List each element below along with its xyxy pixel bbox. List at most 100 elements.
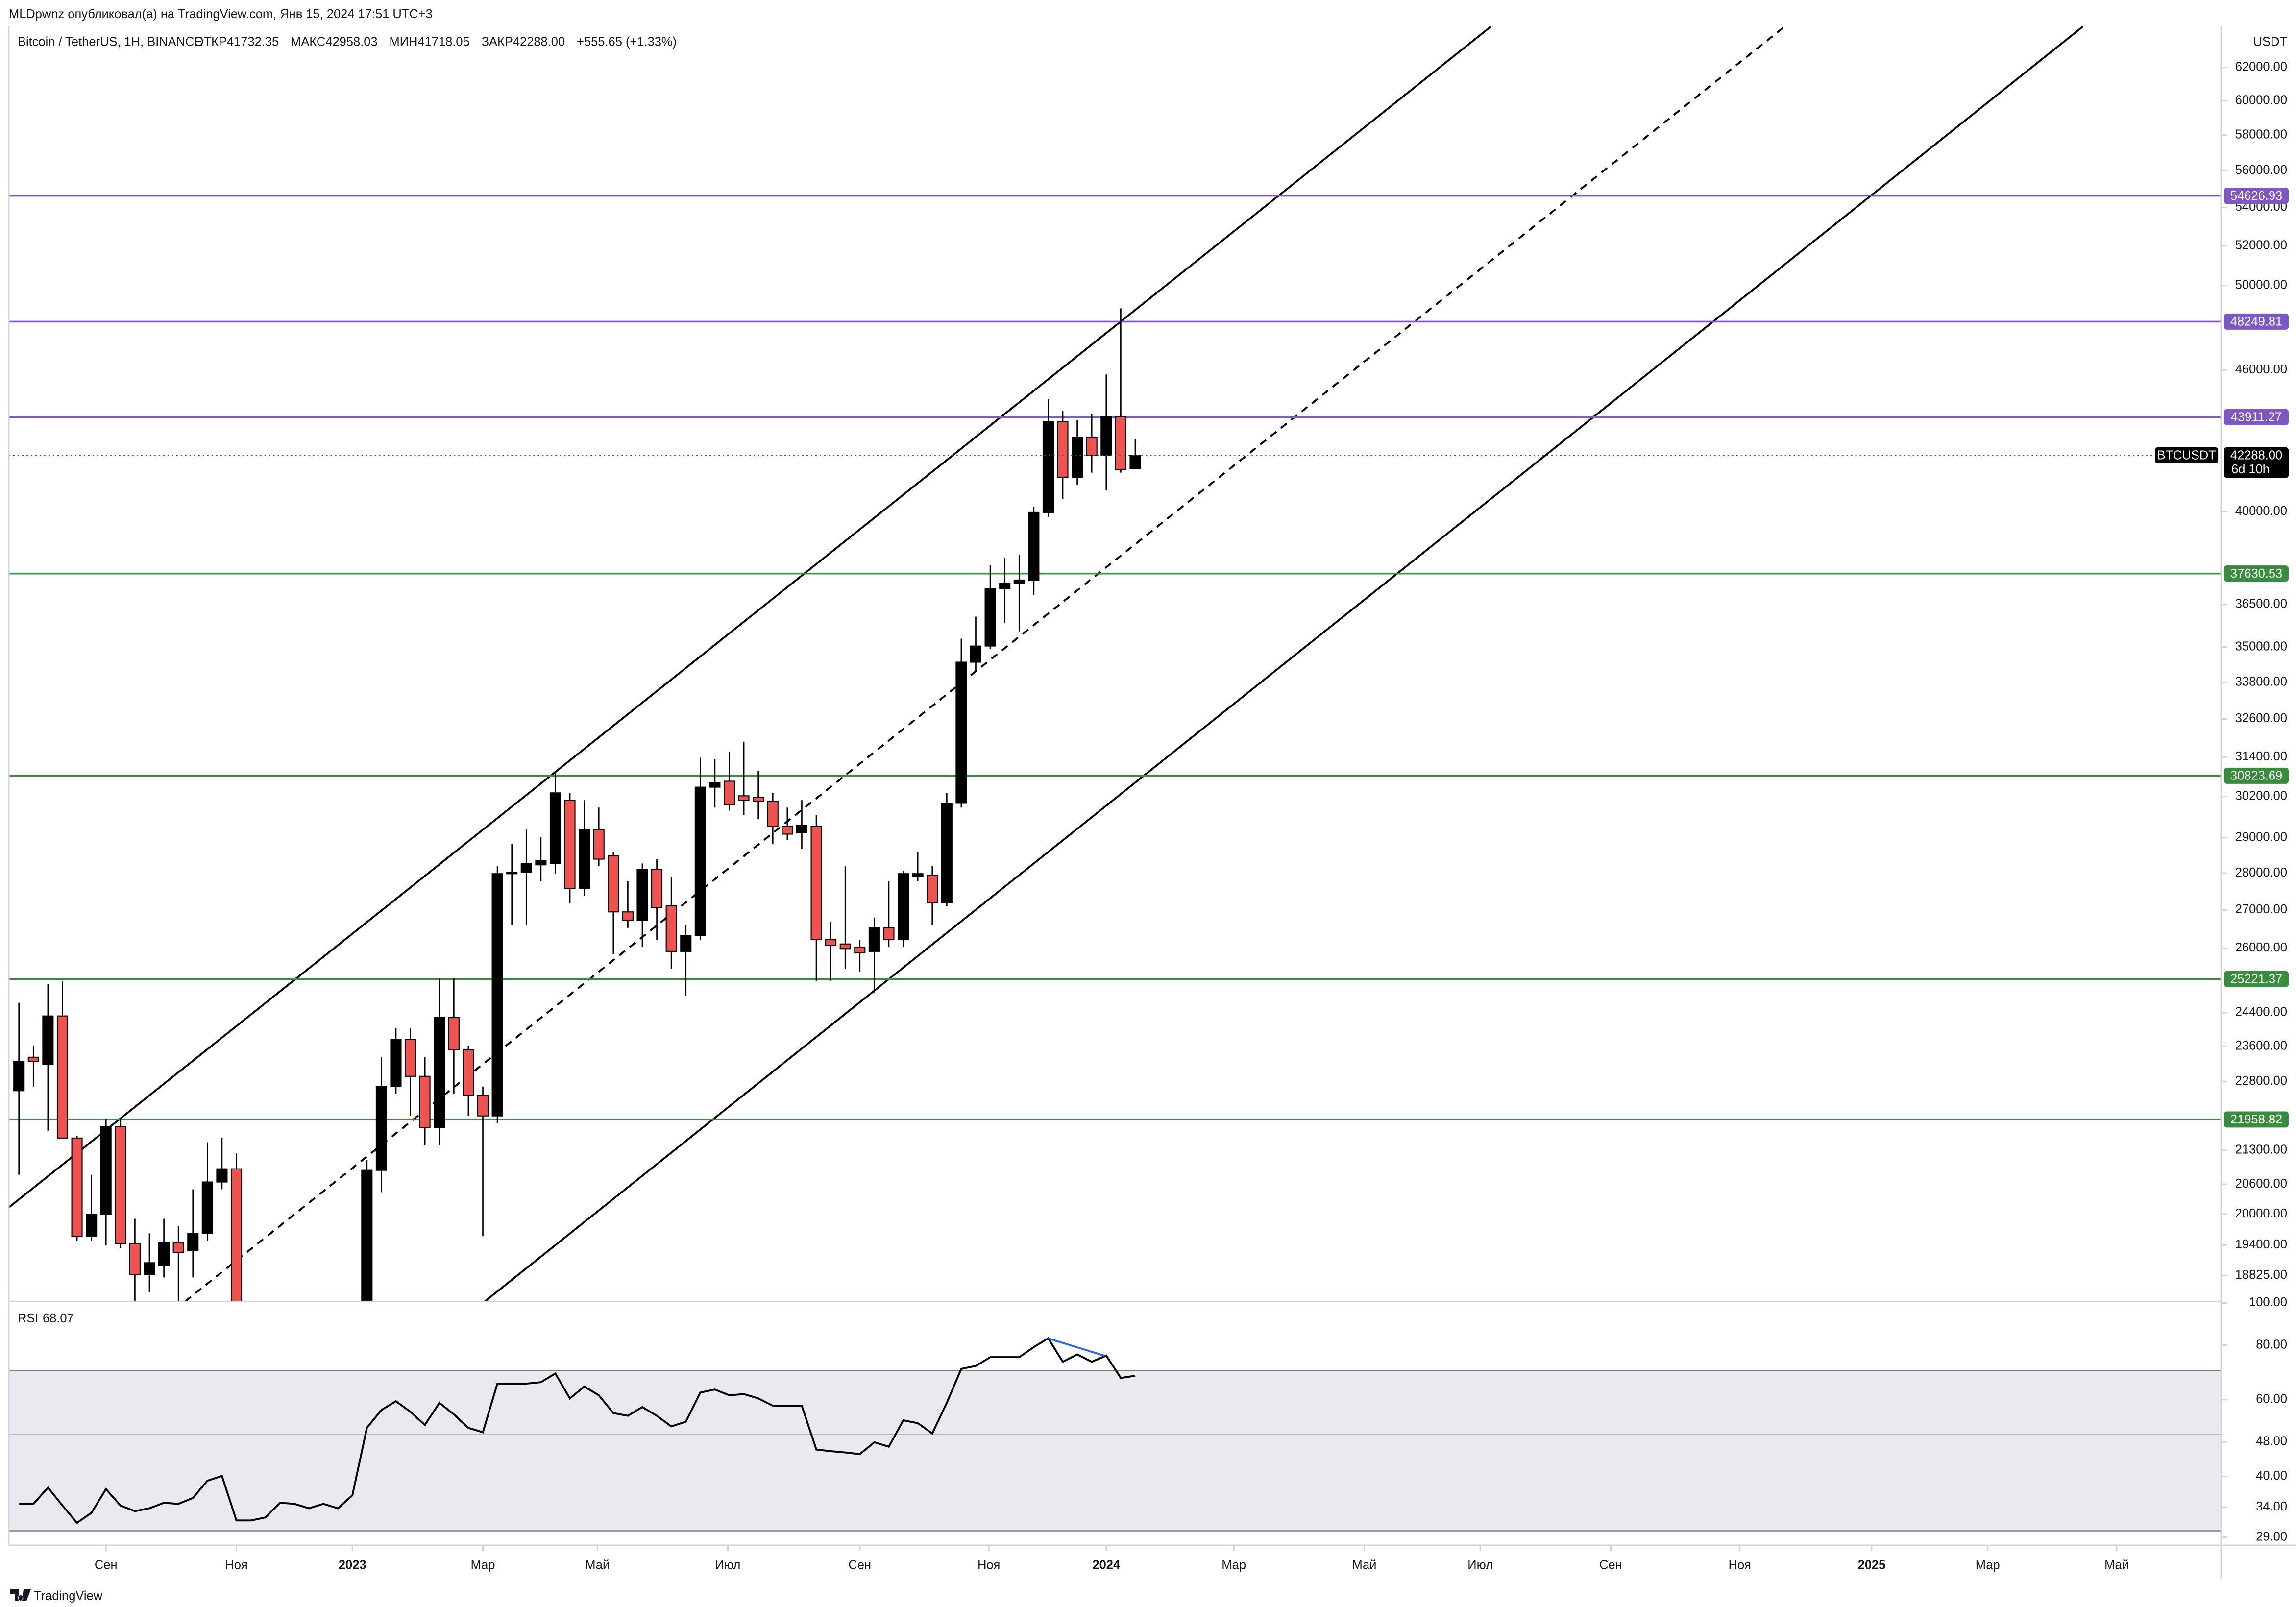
candle-body — [1028, 511, 1040, 581]
candle-body — [419, 1075, 431, 1128]
candle-body — [86, 1214, 98, 1237]
candle-body — [434, 1017, 445, 1128]
channel-middle — [184, 26, 1785, 1302]
y-tick-label: 56000.00 — [2235, 163, 2287, 177]
candle-body — [898, 873, 909, 941]
candle-body — [753, 797, 764, 803]
y-tick-label: 31400.00 — [2235, 750, 2287, 763]
candle-body — [636, 869, 648, 922]
level-label: 48249.81 — [2230, 315, 2282, 329]
candle-body — [810, 826, 822, 941]
candle-body — [767, 801, 779, 827]
candle-body — [694, 786, 706, 936]
rsi-pane — [8, 1337, 2222, 1532]
candle-body — [201, 1181, 213, 1234]
y-tick-label: 22800.00 — [2235, 1074, 2287, 1088]
channel — [8, 26, 2084, 1302]
price-pane — [8, 26, 2222, 1302]
legend-value: 42958.03 — [325, 35, 377, 49]
x-tick-label: Сен — [95, 1558, 118, 1572]
candle-body — [912, 873, 924, 877]
y-tick-label: 40000.00 — [2235, 504, 2287, 518]
candle-body — [56, 1015, 69, 1139]
candle-body — [463, 1049, 474, 1096]
divergence-line — [1047, 1337, 1105, 1357]
candle-body — [723, 780, 735, 805]
x-tick-label: Ноя — [225, 1558, 247, 1572]
x-tick-label: 2024 — [1092, 1558, 1120, 1572]
y-tick-label: 24400.00 — [2235, 1005, 2287, 1019]
y-tick-label: 30200.00 — [2235, 789, 2287, 803]
y-tick-label: 23600.00 — [2235, 1039, 2287, 1053]
candle-body — [42, 1015, 54, 1066]
level-label-box — [2224, 971, 2289, 987]
candle-body — [984, 588, 996, 647]
x-tick-label: Май — [2104, 1558, 2129, 1572]
candle-body — [172, 1242, 184, 1253]
publisher: MLDpwnz опубликовал(а) на TradingView.co… — [9, 7, 433, 21]
legend: Bitcoin / TetherUS, 1H, BINANCE RSI 68.0… — [18, 35, 677, 1325]
level-label: 54626.93 — [2230, 189, 2282, 203]
x-tick-label: Сен — [848, 1558, 871, 1572]
y-tick-label: 27000.00 — [2235, 902, 2287, 916]
candle-body — [390, 1039, 402, 1087]
channel-lower — [484, 26, 2084, 1302]
candle-body — [506, 872, 518, 875]
candle-body — [1013, 579, 1025, 584]
legend-label: МАКС — [291, 35, 325, 49]
candle-body — [564, 800, 576, 889]
y-tick-label: 26000.00 — [2235, 941, 2287, 954]
candle-body — [1100, 416, 1112, 456]
y-tick-label: 50000.00 — [2235, 278, 2287, 292]
candle-body — [1072, 437, 1083, 478]
y-tick-label: 46000.00 — [2235, 363, 2287, 376]
candle-body — [782, 826, 793, 835]
candle-body — [665, 905, 677, 952]
candle-body — [738, 795, 750, 801]
candle-body — [71, 1137, 83, 1237]
y-tick-label: 100.00 — [2249, 1295, 2287, 1309]
candle-body — [477, 1095, 489, 1117]
y-tick-label: 28000.00 — [2235, 866, 2287, 879]
candle-body — [100, 1125, 112, 1215]
brand: TradingView — [10, 1589, 103, 1603]
candle-body — [680, 935, 692, 952]
legend-label: ОТКР — [194, 35, 227, 49]
y-tick-label: 33800.00 — [2235, 675, 2287, 688]
candle-body — [608, 855, 619, 913]
last-price-box — [2224, 447, 2289, 478]
candle-body — [27, 1056, 39, 1062]
candle-body — [796, 825, 807, 833]
candle-body — [405, 1039, 416, 1077]
level-label-box — [2224, 409, 2289, 425]
candle-body — [1057, 421, 1069, 478]
y-tick-label: 60000.00 — [2235, 93, 2287, 107]
level-label-box — [2224, 565, 2289, 582]
level-label-box — [2224, 313, 2289, 330]
legend-label: МИН — [390, 35, 418, 49]
y-tick-label: 29000.00 — [2235, 830, 2287, 844]
y-tick-label: 32600.00 — [2235, 711, 2287, 725]
candle-body — [579, 829, 590, 889]
candle-body — [999, 582, 1011, 589]
y-tick-label: 35000.00 — [2235, 639, 2287, 653]
rsi-band — [8, 1370, 2222, 1531]
candle-body — [970, 645, 982, 663]
level-label-box — [2224, 767, 2289, 784]
x-tick-label: Сен — [1599, 1558, 1622, 1572]
y-tick-label: 58000.00 — [2235, 127, 2287, 141]
level-label: 43911.27 — [2231, 411, 2282, 424]
candle-body — [854, 947, 866, 954]
y-tick-label: 60.00 — [2256, 1392, 2287, 1406]
x-tick-label: Ноя — [977, 1558, 1000, 1572]
candle-body — [520, 863, 532, 873]
level-label-box — [2224, 1111, 2289, 1128]
candle-body — [448, 1017, 460, 1050]
y-tick-label: 52000.00 — [2235, 238, 2287, 252]
candle-body — [129, 1242, 141, 1275]
y-tick-label: 62000.00 — [2235, 60, 2287, 73]
legend-value: 42288.00 — [513, 35, 565, 49]
axes: USDT 62000.0060000.0058000.0056000.00540… — [8, 26, 2296, 1579]
